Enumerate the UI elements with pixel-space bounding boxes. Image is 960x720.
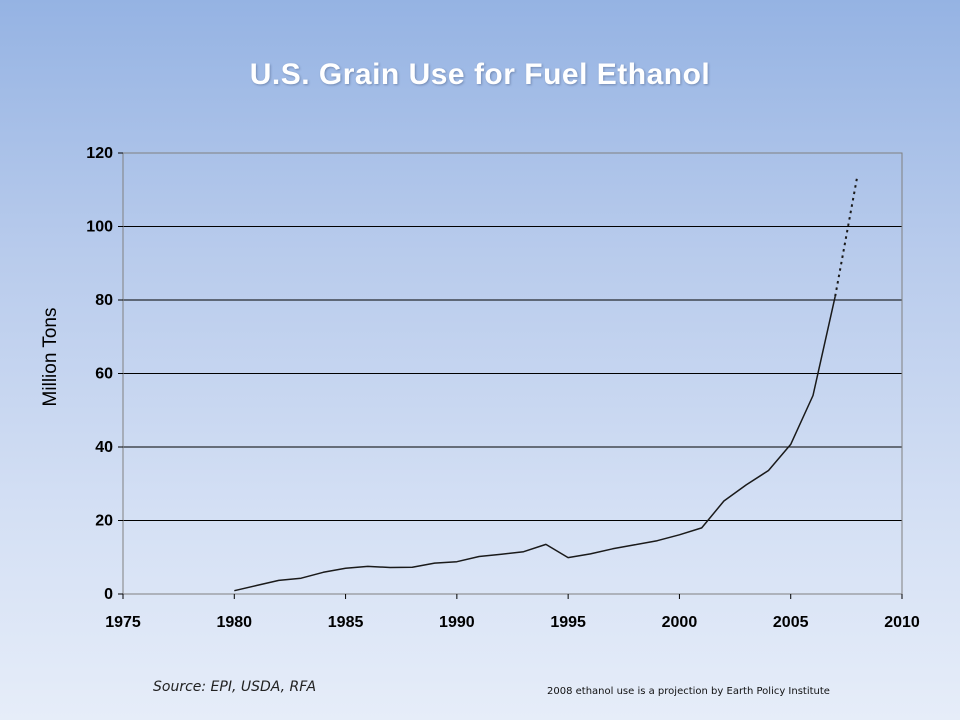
x-tick-label-2010: 2010 — [884, 614, 920, 631]
projection-note: 2008 ethanol use is a projection by Eart… — [547, 686, 830, 697]
x-axis-ticks: 1975 1980 1985 1990 1995 2000 2005 2010 — [105, 594, 920, 631]
x-tick-label-2005: 2005 — [773, 614, 809, 631]
y-tick-label-100: 100 — [86, 219, 113, 236]
y-tick-label-120: 120 — [86, 145, 113, 162]
x-tick-label-1975: 1975 — [105, 614, 141, 631]
x-tick-label-1990: 1990 — [439, 614, 475, 631]
projection-line — [834, 174, 859, 297]
y-tick-label-40: 40 — [95, 439, 113, 456]
y-axis-label: Million Tons — [40, 308, 61, 407]
x-tick-label-1980: 1980 — [216, 614, 252, 631]
gridlines — [122, 153, 902, 595]
y-tick-label-80: 80 — [95, 292, 113, 309]
series-line — [234, 296, 836, 592]
x-tick-label-1985: 1985 — [328, 614, 364, 631]
y-tick-label-0: 0 — [104, 586, 113, 603]
y-tick-label-20: 20 — [95, 513, 113, 530]
x-tick-label-1995: 1995 — [550, 614, 586, 631]
y-tick-label-60: 60 — [95, 366, 113, 383]
slide-title: U.S. Grain Use for Fuel Ethanol — [249, 58, 711, 91]
source-note: Source: EPI, USDA, RFA — [153, 679, 317, 695]
y-axis-ticks: 0 20 40 60 80 100 120 — [86, 145, 123, 603]
series — [234, 174, 859, 592]
x-tick-label-2000: 2000 — [662, 614, 698, 631]
